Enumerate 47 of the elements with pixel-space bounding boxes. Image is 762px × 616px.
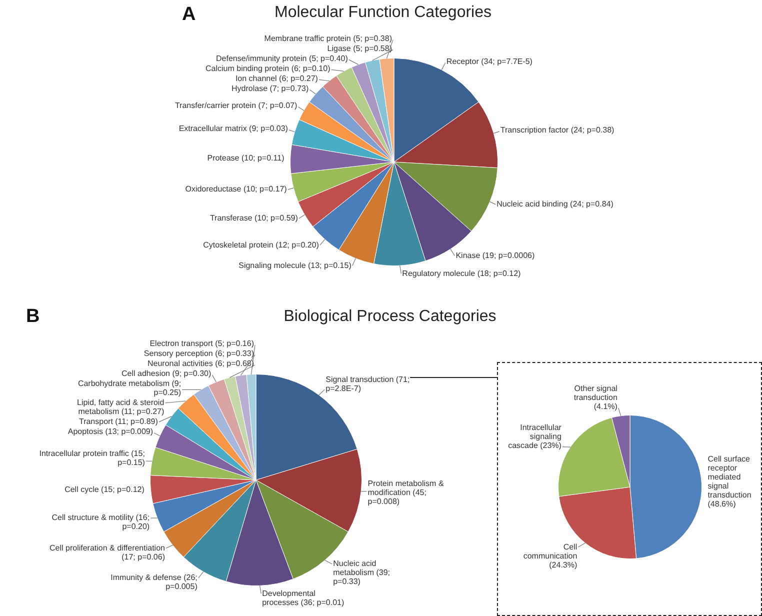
slice-label: Nucleic acid metabolism (39; p=0.33) [333,559,390,586]
data-label: (48.6%) [708,500,736,509]
slice-label: Calcium binding protein (6; p=0.10) [205,64,331,73]
slice-label: Signaling molecule (13; p=0.15) [238,261,352,270]
slice-label: Cytoskeletal protein (12; p=0.20) [203,240,320,250]
slice-label: Sensory perception (6; p=0.33) [144,349,254,358]
slice-label: Protease (10; p=0.11) [207,154,285,163]
slice-label: Ligase (5; p=0.58) [327,44,392,53]
slice-label: Transport (11; p=0.89) [78,417,158,426]
slice-label: Cell communication [523,542,578,560]
chart-title: Molecular Function Categories [274,4,492,22]
slice-label: Apoptosis (13; p=0.009) [68,427,154,436]
slice-label: Cell surface receptor mediated signal transduction [708,454,752,500]
slice-label: Extracellular matrix (9; p=0.03) [178,124,288,134]
slice-label: Cell adhesion (9; p=0.30) [122,369,212,378]
slice-label: Ion channel (6; p=0.27) [235,74,318,83]
slice-label: Regulatory molecule (18; p=0.12) [402,268,522,278]
slice-label: Kinase (19; p=0.0006) [456,250,535,260]
slice-label: Oxidoreductase (10; p=0.17) [185,184,288,194]
slice-label: Lipid, fatty acid & steroid metabolism (11; p=0.27) [77,398,164,416]
slice-label: Defense/immunity protein (5; p=0.40) [216,54,348,63]
slice-label: Carbohydrate metabolism (9; p=0.25) [78,379,182,398]
slice-label: Hydrolase (7; p=0.73) [232,84,309,93]
slice-label: Transcription factor (24; p=0.38) [500,126,615,135]
slice-label: Intracellular protein traffic (15; p=0.15) [39,449,146,467]
chart-title: Biological Process Categories [282,308,498,326]
slice-label: Signal transduction (71; p=2.8E-7) [326,374,410,393]
slice-label: Cell proliferation & differentiation [50,543,165,552]
slice-label: Transfer/carrier protein (7; p=0.07) [174,101,298,110]
slice-label: Nucleic acid binding (24; p=0.84) [496,200,614,209]
slice-label: Transferase (10; p=0.59) [210,214,298,223]
slice-label: Developmental processes (36; p=0.01) [262,588,344,607]
slice-label: Receptor (34; p=7.7E-5) [446,56,533,66]
slice-label: Protein metabolism & modification (45; p=0.008) [368,478,444,506]
text: B [26,306,40,328]
slice-label: Cell structure & motility (16; p=0.20) [52,512,150,531]
data-label: (4.1%) [594,402,618,412]
slice-label: Cell cycle (15; p=0.12) [64,484,145,494]
slice-label: Intracellular signaling cascade (23%) [508,423,562,450]
slice-label: Neuronal activities (6; p=0.68) [148,359,254,368]
slice-label: Membrane traffic protein (5; p=0.38) [264,34,392,43]
data-label: (24.3%) [549,560,578,570]
slice-label: Other signal transduction [574,384,618,402]
text: A [182,4,196,26]
data-label: (17; p=0.06) [122,552,166,562]
slice-label: Electron transport (5; p=0.16) [150,339,254,348]
slice-label: Immunity & defense (26; p=0.005) [110,573,198,592]
